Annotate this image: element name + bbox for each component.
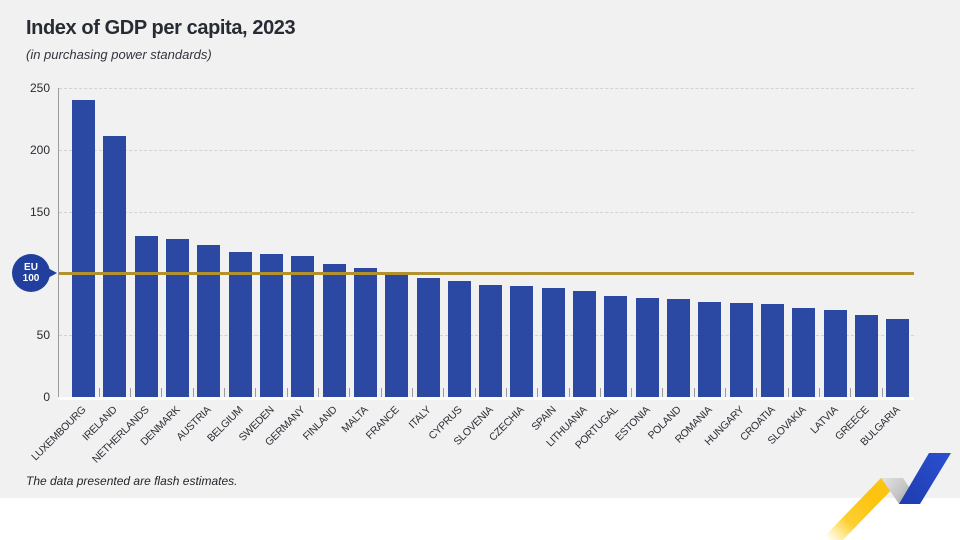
x-label-spain: SPAIN [529, 404, 559, 434]
bar-italy [416, 278, 440, 397]
x-tick-mark [161, 388, 163, 397]
x-tick-mark [568, 388, 570, 397]
ribbon-blue-segment [899, 453, 951, 504]
bar-sweden [259, 253, 283, 397]
bar-ireland [103, 136, 127, 397]
y-label-0: 0 [43, 390, 50, 404]
grid-line-250 [59, 88, 914, 89]
x-tick-mark [130, 388, 132, 397]
x-tick-mark [662, 388, 664, 397]
y-label-50: 50 [36, 328, 50, 343]
bar-czechia [510, 285, 534, 397]
x-tick-mark [349, 388, 351, 397]
x-tick-mark [286, 388, 288, 397]
eu-badge-label: EU [24, 262, 38, 273]
eu-badge-pointer [46, 267, 57, 279]
ribbon-yellow-segment [820, 478, 903, 540]
bar-bulgaria [886, 319, 910, 397]
bar-romania [698, 301, 722, 397]
x-tick-mark [787, 388, 789, 397]
bar-france [385, 274, 409, 397]
x-tick-mark [881, 388, 883, 397]
footnote: The data presented are flash estimates. [26, 474, 238, 488]
bar-malta [353, 268, 377, 397]
bar-austria [197, 244, 221, 397]
bar-greece [855, 315, 878, 397]
trend-ribbon-decoration [820, 453, 951, 540]
x-tick-mark [98, 388, 100, 397]
eu-reference-line [59, 272, 914, 276]
x-tick-mark [411, 388, 413, 397]
x-tick-mark [725, 388, 727, 397]
chart-region: Index of GDP per capita, 2023 (in purcha… [0, 0, 960, 498]
bar-denmark [165, 238, 189, 397]
plot-area [58, 88, 914, 400]
bar-germany [291, 256, 315, 397]
grid-line-200 [59, 149, 914, 151]
bar-finland [322, 263, 346, 397]
x-tick-mark [505, 388, 507, 397]
x-tick-mark [474, 388, 476, 397]
x-tick-mark [317, 388, 319, 397]
x-tick-mark [380, 388, 382, 397]
x-tick-mark [443, 388, 445, 397]
x-tick-mark [599, 388, 601, 397]
page-title: Index of GDP per capita, 2023 [26, 17, 296, 39]
x-tick-mark [631, 388, 633, 397]
x-tick-mark [819, 388, 821, 397]
bar-luxembourg [72, 100, 95, 397]
bar-hungary [729, 303, 753, 397]
y-label-150: 150 [29, 204, 50, 219]
x-label-france: FRANCE [363, 404, 402, 442]
x-tick-mark [537, 388, 539, 397]
x-tick-mark [192, 388, 194, 397]
bar-lithuania [573, 290, 597, 397]
bar-slovenia [479, 284, 503, 397]
x-tick-mark [255, 388, 257, 397]
x-label-italy: ITALY [406, 404, 434, 431]
x-tick-mark [224, 388, 225, 397]
x-tick-mark [850, 388, 852, 397]
x-tick-mark [693, 388, 695, 397]
bar-estonia [635, 298, 659, 397]
bar-croatia [761, 304, 785, 397]
grid-line-150 [59, 211, 914, 213]
eu-badge-value: 100 [22, 273, 40, 284]
footer-bar: eurostat [0, 498, 960, 540]
x-label-finland: FINLAND [300, 404, 340, 443]
bar-belgium [228, 252, 252, 397]
bar-spain [541, 288, 565, 397]
bar-cyprus [447, 280, 471, 397]
y-label-250: 250 [29, 81, 50, 95]
x-tick-mark [756, 388, 758, 397]
bar-netherlands [134, 236, 158, 397]
eu-100-badge: EU 100 [12, 254, 50, 292]
y-label-200: 200 [29, 142, 50, 157]
x-axis-line [59, 397, 914, 400]
page-subtitle: (in purchasing power standards) [26, 47, 212, 62]
bar-latvia [823, 310, 847, 397]
bar-poland [667, 299, 691, 397]
bar-portugal [604, 295, 628, 397]
bar-slovakia [792, 308, 816, 397]
